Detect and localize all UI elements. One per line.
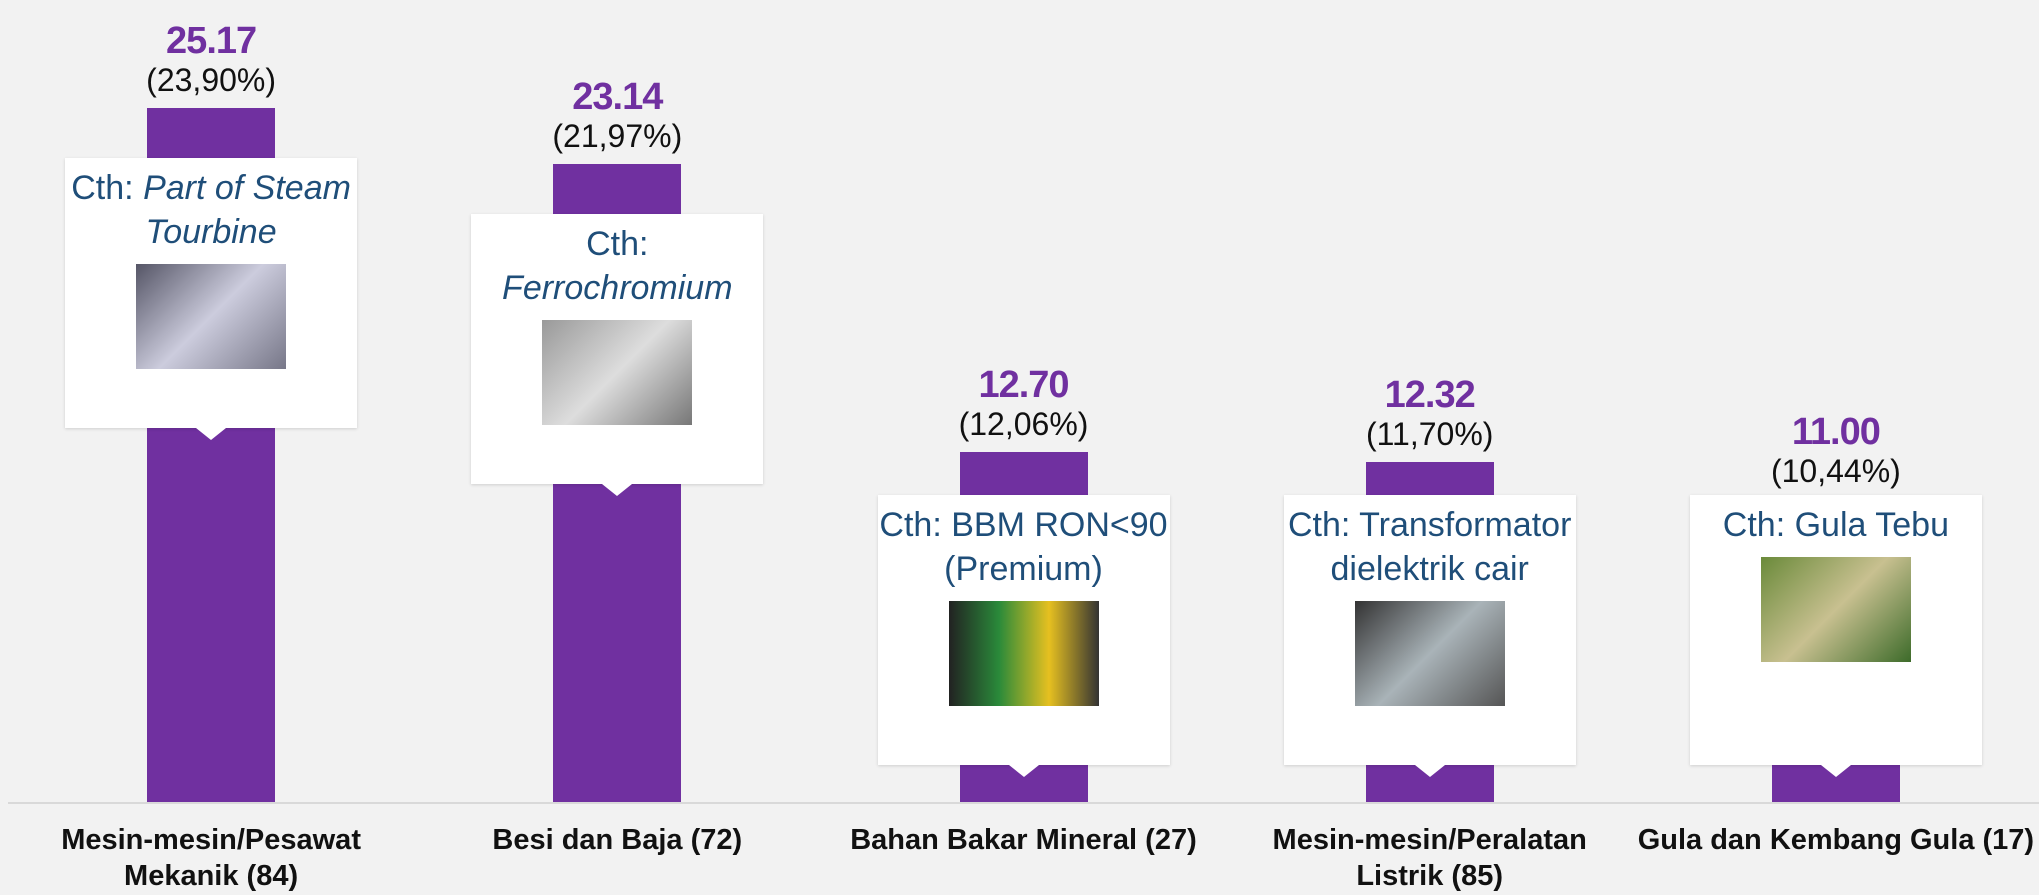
example-text: Cth: Ferrochromium xyxy=(471,222,763,310)
example-image xyxy=(136,263,287,369)
category-label: Bahan Bakar Mineral (27) xyxy=(850,824,1197,856)
example-name: Ferrochromium xyxy=(502,268,733,307)
category-label: Besi dan Baja (72) xyxy=(492,824,743,856)
share-label: (11,70%) xyxy=(1365,416,1494,453)
pointer xyxy=(1008,765,1039,777)
example-image xyxy=(542,319,693,425)
share-label: (23,90%) xyxy=(146,61,277,98)
example-text: Cth: Gula Tebu xyxy=(1690,503,1982,547)
example-name: Part of Steam Tourbine xyxy=(143,168,351,251)
example-label: Cth: BBM RON<90 (Premium) xyxy=(879,506,1168,588)
example-image xyxy=(1354,601,1505,706)
example-text: Cth: Part of Steam Tourbine xyxy=(65,166,357,254)
category-label: Mesin-mesin/Peralatan Listrik (85) xyxy=(1272,824,1587,892)
value-label: 23.14 xyxy=(572,75,663,118)
value-label: 25.17 xyxy=(166,19,257,62)
value-label: 11.00 xyxy=(1791,410,1881,453)
pointer xyxy=(602,483,633,496)
baseline xyxy=(8,802,2039,804)
example-text: Cth: BBM RON<90 (Premium) xyxy=(878,503,1170,591)
example-box: Cth: Ferrochromium xyxy=(471,213,764,496)
example-box: Cth: BBM RON<90 (Premium) xyxy=(877,495,1170,777)
example-image xyxy=(948,601,1099,706)
example-label: Cth: xyxy=(71,168,134,207)
value-label: 12.70 xyxy=(978,363,1069,406)
example-image xyxy=(1760,557,1911,662)
category-label: Mesin-mesin/Pesawat Mekanik (84) xyxy=(61,824,361,892)
pointer xyxy=(1414,765,1445,777)
example-box: Cth: Transformator dielektrik cair xyxy=(1283,495,1576,777)
example-box: Cth: Part of Steam Tourbine xyxy=(65,157,358,440)
value-label: 12.32 xyxy=(1384,374,1476,417)
example-label: Cth: Transformator dielektrik cair xyxy=(1287,506,1572,588)
pointer xyxy=(196,427,227,440)
example-label: Cth: xyxy=(586,224,649,263)
pointer xyxy=(1820,765,1851,777)
example-text: Cth: Transformator dielektrik cair xyxy=(1284,503,1576,591)
share-label: (21,97%) xyxy=(552,117,683,154)
share-label: (12,06%) xyxy=(958,405,1089,442)
example-label: Cth: Gula Tebu xyxy=(1722,506,1949,544)
category-label: Gula dan Kembang Gula (17) xyxy=(1637,824,2035,856)
example-box: Cth: Gula Tebu xyxy=(1689,495,1982,777)
share-label: (10,44%) xyxy=(1770,452,1901,489)
